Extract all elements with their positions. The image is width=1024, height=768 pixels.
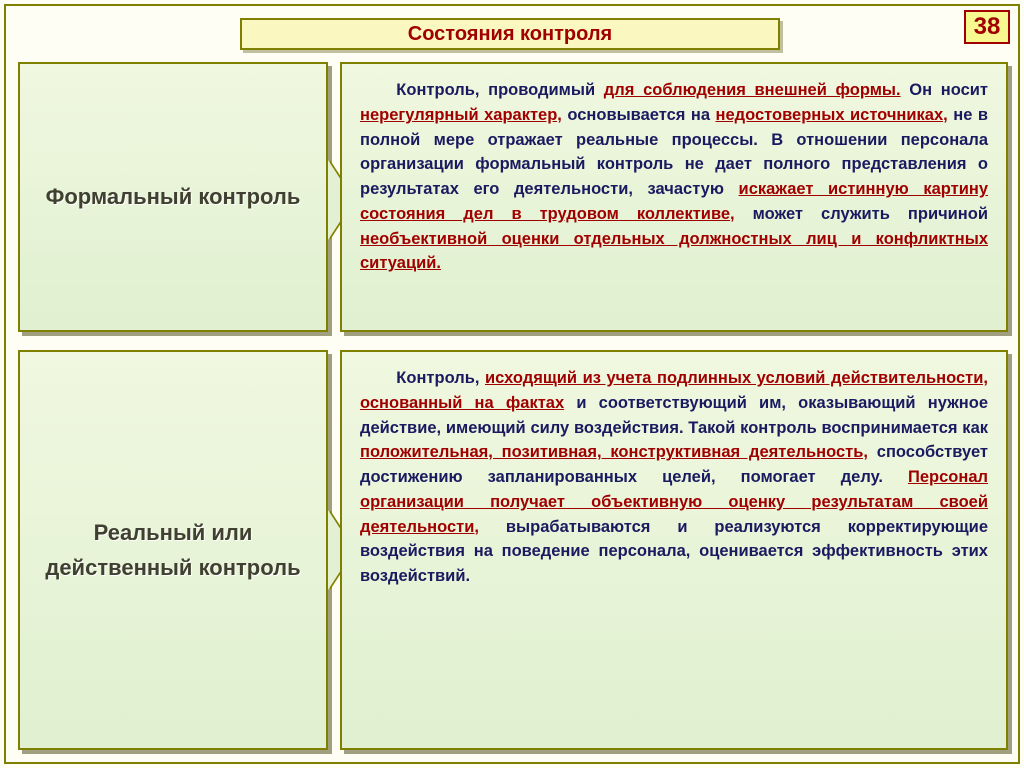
section-1-label: Формальный контроль <box>18 62 328 332</box>
page-number-box: 38 <box>964 10 1010 44</box>
section-2-body: Контроль, исходящий из учета подлинных у… <box>340 350 1008 750</box>
section-2-label: Реальный или действенный контроль <box>18 350 328 750</box>
section-1-paragraph: Контроль, проводимый для соблюдения внеш… <box>342 64 1006 290</box>
section-1-body: Контроль, проводимый для соблюдения внеш… <box>340 62 1008 332</box>
section-2-paragraph: Контроль, исходящий из учета подлинных у… <box>342 352 1006 603</box>
page-title: Состояния контроля <box>240 18 780 50</box>
